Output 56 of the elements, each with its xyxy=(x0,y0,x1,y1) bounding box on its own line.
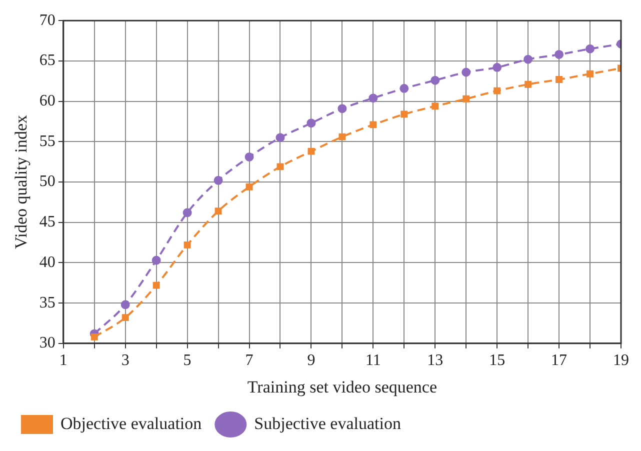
point xyxy=(276,133,285,142)
legend-label: Subjective evaluation xyxy=(254,414,402,433)
point xyxy=(430,76,440,85)
point xyxy=(338,104,347,114)
point xyxy=(152,282,160,289)
x-tick-label: 7 xyxy=(245,352,254,370)
legend-label: Objective evaluation xyxy=(60,414,202,433)
x-tick-label: 3 xyxy=(121,352,130,370)
point xyxy=(586,44,595,54)
point xyxy=(462,68,471,77)
x-tick-label: 13 xyxy=(427,352,444,370)
point xyxy=(246,183,253,190)
point xyxy=(432,102,439,110)
y-tick-label: 55 xyxy=(39,132,56,150)
point xyxy=(338,133,346,140)
y-axis-title: Video quality index xyxy=(12,114,31,250)
point xyxy=(276,163,284,170)
x-tick-label: 1 xyxy=(59,352,68,370)
point xyxy=(90,333,98,340)
y-tick-label: 50 xyxy=(39,173,56,190)
x-tick-label: 11 xyxy=(365,352,381,370)
point xyxy=(400,110,408,118)
x-tick-label: 15 xyxy=(489,352,506,370)
y-tick-label: 35 xyxy=(39,294,56,312)
point xyxy=(122,314,129,322)
y-tick-label: 45 xyxy=(39,214,56,231)
point xyxy=(152,256,161,265)
point xyxy=(120,300,130,310)
point xyxy=(494,87,501,94)
point xyxy=(400,84,409,93)
point xyxy=(184,241,191,248)
point xyxy=(462,95,470,102)
x-axis-title: Training set video sequence xyxy=(247,377,438,396)
point xyxy=(556,76,563,83)
point xyxy=(492,62,502,72)
x-tick-label: 5 xyxy=(183,352,192,370)
point xyxy=(524,80,532,88)
y-tick-label: 70 xyxy=(39,12,56,29)
point xyxy=(524,54,533,64)
point xyxy=(370,121,377,128)
y-tick-label: 40 xyxy=(39,254,56,271)
point xyxy=(368,94,378,103)
point xyxy=(182,208,192,218)
x-tick-label: 17 xyxy=(551,352,568,370)
point xyxy=(306,118,316,128)
point xyxy=(308,148,315,155)
point xyxy=(214,208,222,215)
x-tick-label: 19 xyxy=(613,352,629,370)
point xyxy=(244,152,254,162)
x-tick-label: 9 xyxy=(307,352,316,370)
y-tick-label: 60 xyxy=(39,92,56,110)
point xyxy=(214,176,223,185)
point xyxy=(586,70,594,78)
point xyxy=(554,50,564,59)
y-tick-label: 65 xyxy=(39,52,56,70)
y-tick-label: 30 xyxy=(39,334,56,352)
